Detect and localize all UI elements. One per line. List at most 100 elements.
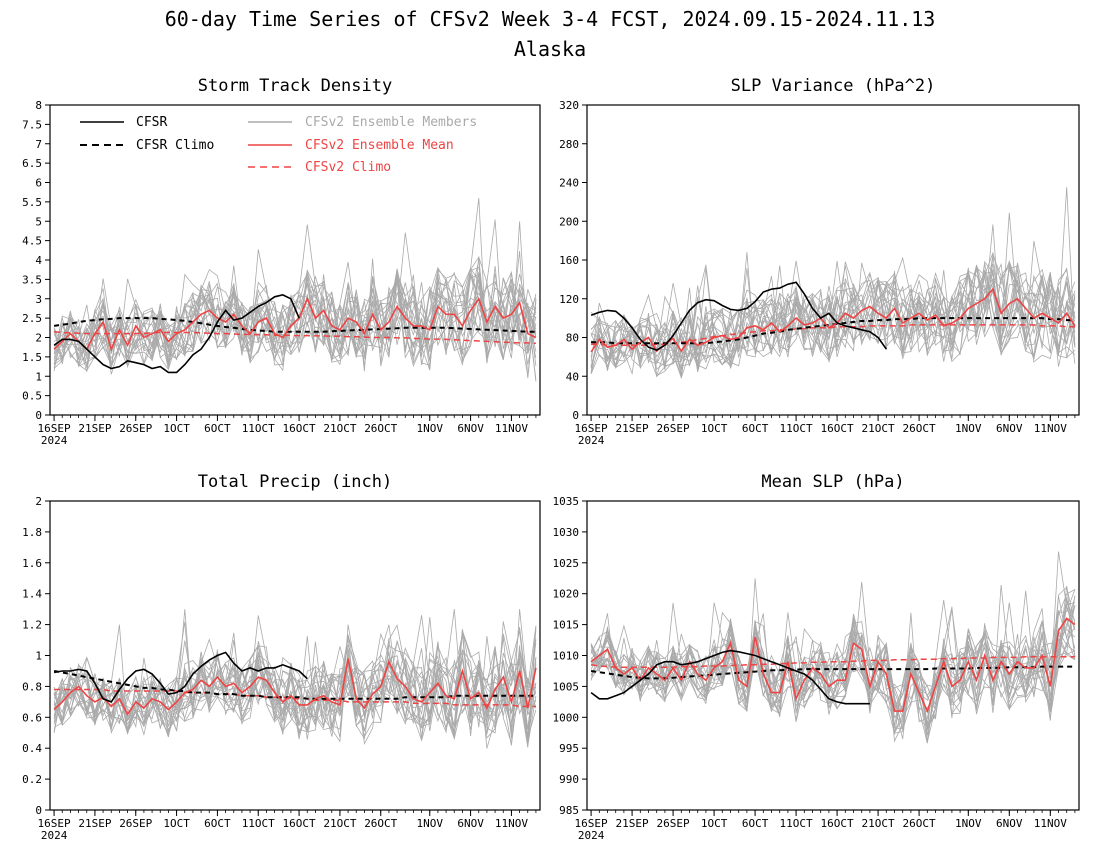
x-tick-label: 6OCT [204,817,231,830]
cfsv2-climo-line [54,688,536,708]
y-tick-label: 0.8 [22,680,42,693]
ensemble-member-line [53,644,537,742]
x-year-label: 2024 [41,829,68,842]
ensemble-member-line [590,551,1076,743]
y-tick-label: 1 [35,650,42,663]
y-tick-label: 80 [566,332,579,345]
y-tick-label: 0.6 [22,711,42,724]
panel-slp-variance: SLP Variance (hPa^2) 0 40 80 120 160 200 240 280… [559,76,1080,447]
plot-frame [586,104,1080,416]
y-tick-label: 320 [559,99,579,112]
x-tick-label: 6NOV [996,817,1023,830]
ensemble-member-line [590,262,1076,364]
panel-title: Storm Track Density [198,76,392,96]
y-tick-label: 6.5 [22,157,42,170]
x-tick-label: 6NOV [996,422,1023,435]
ensemble-member-line [53,275,537,367]
x-tick-label: 1NOV [417,817,444,830]
x-tick-label: 1NOV [955,422,982,435]
y-tick-label: 6 [35,177,42,190]
x-year-label: 2024 [41,434,68,447]
x-tick-label: 26SEP [119,422,152,435]
x-tick-label: 1NOV [417,422,444,435]
x-tick-label: 26OCT [364,817,397,830]
x-year-label: 2024 [578,434,605,447]
panel-total-precip: Total Precip (inch) 0 0.2 0.4 0.6 0.8 1 1.2 1.4 1… [22,472,541,842]
y-tick-label: 0 [572,409,579,422]
ens-mean-line [590,287,1076,353]
x-tick-label: 16SEP [575,817,608,830]
x-tick-label: 21OCT [862,422,895,435]
y-tick-label: 2 [35,332,42,345]
y-tick-label: 1.8 [22,526,42,539]
x-tick-label: 21SEP [78,422,111,435]
x-tick-label: 26OCT [903,422,936,435]
x-tick-label: 1OCT [701,817,728,830]
y-tick-label: 7.5 [22,118,42,131]
x-tick-label: 21OCT [323,817,356,830]
cfsv2-climo-line [591,324,1075,347]
y-tick-label: 5 [35,215,42,228]
ens-mean-line [53,658,537,716]
y-tick-label: 40 [566,370,579,383]
y-tick-label: 1015 [553,619,580,632]
x-tick-label: 26SEP [119,817,152,830]
y-tick-label: 1.6 [22,557,42,570]
ensemble-member-line [54,272,537,368]
figure-title: 60-day Time Series of CFSv2 Week 3-4 FCS… [165,7,936,31]
x-tick-label: 26OCT [364,422,397,435]
ensemble-member-line [590,581,1076,729]
x-tick-label: 26OCT [903,817,936,830]
cfsr-line [53,651,308,703]
y-tick-label: 1035 [553,495,580,508]
ensemble-member-line [53,624,537,739]
x-tick-label: 16OCT [821,422,854,435]
legend: CFSR CFSR Climo CFSv2 Ensemble Members C… [80,115,477,175]
ensemble-member-line [53,640,537,743]
ensemble-members [590,551,1076,744]
x-tick-label: 21SEP [616,422,649,435]
x-tick-label: 16OCT [283,817,316,830]
ensemble-member-line [590,596,1076,732]
x-tick-label: 11NOV [495,422,528,435]
cfsr-line [590,649,870,705]
cfsr-climo-line [590,665,1075,680]
x-tick-label: 1NOV [955,817,982,830]
y-tick-label: 4 [35,254,42,267]
x-tick-label: 26SEP [657,422,690,435]
x-tick-label: 1OCT [701,422,728,435]
cfsv2-climo-line [590,655,1075,668]
ensemble-member-line [590,224,1076,368]
plot-frame [49,104,541,416]
y-tick-label: 160 [559,254,579,267]
figure-subtitle: Alaska [514,37,586,61]
y-tick-label: 985 [559,804,579,817]
ens-mean-line [53,296,537,352]
x-tick-label: 6NOV [457,422,484,435]
ensemble-member-line [590,251,1076,377]
y-tick-label: 995 [559,742,579,755]
ensemble-member-line [53,258,537,372]
x-tick-label: 26SEP [657,817,690,830]
x-tick-label: 16SEP [38,422,71,435]
y-tick-label: 240 [559,177,579,190]
y-tick-label: 1.5 [22,351,42,364]
x-year-label: 2024 [578,829,605,842]
panel-title: Total Precip (inch) [198,472,392,492]
x-tick-label: 6OCT [742,817,769,830]
x-tick-label: 21OCT [323,422,356,435]
ensemble-member-line [590,612,1076,723]
cfsr-line [590,281,887,351]
y-tick-label: 1005 [553,680,580,693]
x-tick-label: 1OCT [163,422,190,435]
y-tick-label: 3 [35,293,42,306]
cfsv2-climo-line [54,330,536,345]
y-tick-label: 0.5 [22,390,42,403]
panel-storm-track-density: Storm Track Density 0 0.5 1 1.5 2 2.5 3 3.5 4 4.5 5… [22,76,541,447]
x-tick-label: 11OCT [242,817,275,830]
panel-title: SLP Variance (hPa^2) [731,76,936,96]
cfsr-climo-line [591,317,1075,345]
x-tick-label: 16OCT [821,817,854,830]
y-tick-label: 1000 [553,711,580,724]
